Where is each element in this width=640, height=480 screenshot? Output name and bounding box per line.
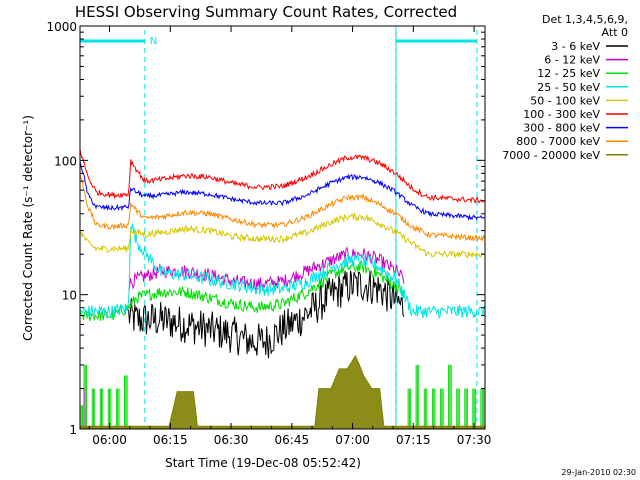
x-tick-label: 07:15 — [396, 433, 431, 447]
series-50-100-kev — [79, 211, 485, 258]
chart-title: HESSI Observing Summary Count Rates, Cor… — [75, 3, 457, 21]
y-axis-label: Corrected Count Rate (s⁻¹ detector⁻¹) — [21, 115, 35, 341]
y-tick-label: 10 — [62, 289, 77, 303]
legend-label: 300 - 800 keV — [523, 122, 600, 135]
x-tick-label: 07:00 — [335, 433, 370, 447]
y-ticks: 1 10 100 1000 — [46, 20, 485, 437]
series-100-300-kev — [79, 149, 485, 204]
series-7000-20000-kev-fill — [80, 355, 485, 429]
x-tick-label: 06:15 — [153, 433, 188, 447]
series-12-25-kev — [79, 259, 404, 321]
legend-label: 25 - 50 keV — [537, 81, 600, 94]
x-ticks: 06:00 06:15 06:30 06:45 07:00 07:15 07:30 — [88, 26, 492, 447]
plot-area: N — [79, 26, 485, 429]
y-tick-label: 100 — [54, 154, 77, 168]
legend-header-line2: Att 0 — [602, 26, 628, 39]
y-tick-label: 1 — [69, 423, 77, 437]
series-800-7000-kev — [79, 173, 485, 243]
legend-label: 800 - 7000 keV — [516, 135, 600, 148]
series-7000-20000-kev — [80, 354, 485, 427]
x-tick-label: 06:00 — [92, 433, 127, 447]
series-25-50-kev — [79, 223, 485, 320]
legend-label: 7000 - 20000 keV — [502, 149, 600, 162]
footer-timestamp: 29-Jan-2010 02:30 — [561, 468, 636, 477]
legend-label: 12 - 25 keV — [537, 67, 600, 80]
series-12-25-kev-spikes — [79, 364, 485, 429]
series-3-6-kev — [128, 270, 405, 359]
legend-label: 6 - 12 keV — [544, 54, 600, 67]
x-tick-label: 06:45 — [275, 433, 310, 447]
x-tick-label: 06:30 — [214, 433, 249, 447]
legend-label: 50 - 100 keV — [530, 94, 600, 107]
series-300-800-kev — [79, 161, 485, 221]
night-flag-label: N — [150, 36, 157, 47]
plot-frame — [79, 25, 486, 430]
x-axis-label: Start Time (19-Dec-08 05:52:42) — [165, 456, 361, 470]
legend-label: 3 - 6 keV — [551, 40, 600, 53]
legend-header-line1: Det 1,3,4,5,6,9, — [542, 13, 628, 26]
series-6-12-kev — [128, 246, 405, 291]
series-6-12-kev-spikes — [79, 388, 85, 429]
x-tick-label: 07:30 — [457, 433, 492, 447]
y-tick-label: 1000 — [46, 20, 77, 34]
legend-label: 100 - 300 keV — [523, 108, 600, 121]
